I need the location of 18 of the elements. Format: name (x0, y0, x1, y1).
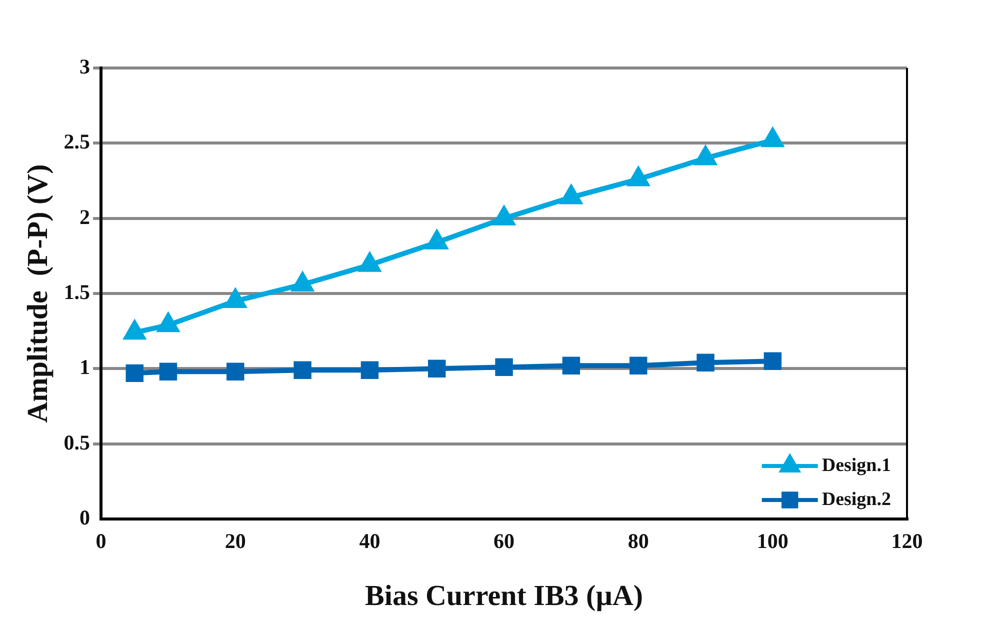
x-tick-label: 60 (494, 529, 515, 554)
legend-label: Design.2 (822, 488, 892, 510)
y-tick-label: 1.5 (64, 280, 90, 304)
y-tick-label: 2 (80, 204, 90, 229)
legend-label: Design.1 (822, 454, 892, 476)
x-tick-label: 120 (891, 529, 923, 554)
x-axis-title: Bias Current IB3 (µA) (365, 580, 644, 612)
y-tick-label: 3 (80, 54, 90, 78)
y-tick-label: 0 (80, 505, 90, 530)
x-tick-label: 0 (96, 529, 106, 554)
y-tick-label: 2.5 (64, 130, 90, 154)
y-axis-title: Amplitude (P-P) (V) (22, 164, 54, 423)
x-tick-label: 100 (756, 529, 788, 554)
x-tick-label: 20 (224, 529, 246, 554)
x-tick-label: 40 (359, 529, 380, 554)
y-tick-label: 1 (80, 355, 90, 380)
y-tick-label: 0.5 (64, 430, 90, 454)
x-tick-label: 80 (628, 529, 649, 554)
